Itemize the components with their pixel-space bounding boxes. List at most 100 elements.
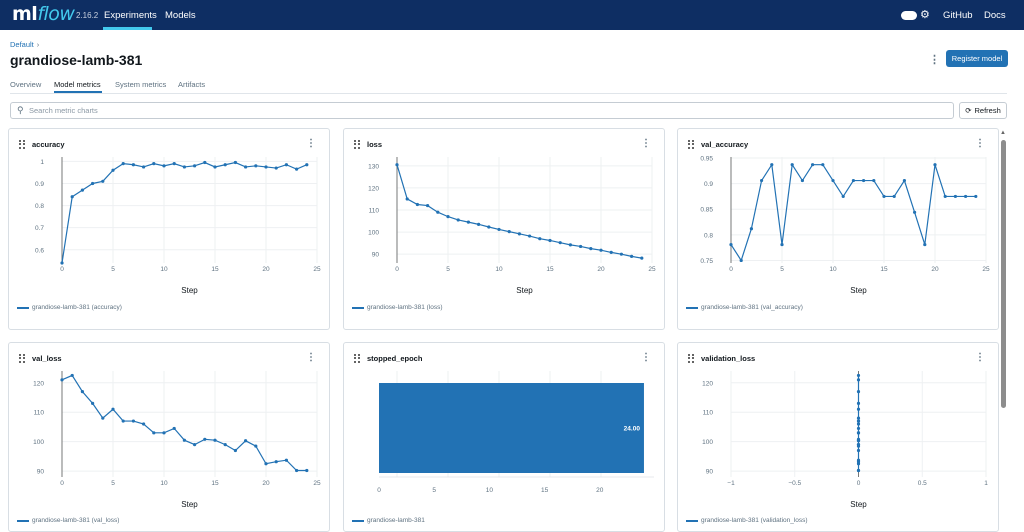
search-input[interactable] xyxy=(29,105,929,116)
y-tick-label: 1 xyxy=(40,159,44,166)
nav-models[interactable]: Models xyxy=(165,10,196,21)
data-point xyxy=(121,419,125,423)
y-tick-label: 110 xyxy=(369,208,380,215)
gear-icon[interactable]: ⚙ xyxy=(920,9,930,21)
data-point xyxy=(436,210,440,214)
breadcrumb-separator: › xyxy=(36,40,40,49)
drag-handle-icon[interactable] xyxy=(19,140,25,149)
data-point xyxy=(121,162,125,166)
bar-data-label: 24.00 xyxy=(624,426,641,433)
chart-menu-icon[interactable]: ⋮ xyxy=(306,352,316,363)
tab-model-metrics[interactable]: Model metrics xyxy=(54,80,101,89)
drag-handle-icon[interactable] xyxy=(688,140,694,149)
data-point xyxy=(264,462,268,466)
data-point xyxy=(395,163,399,167)
data-point xyxy=(640,256,644,260)
data-point xyxy=(856,373,861,378)
breadcrumb: Default › xyxy=(10,40,39,49)
data-point xyxy=(101,416,105,420)
data-point xyxy=(856,439,861,443)
metric-card-validation-loss: validation_loss ⋮ 90 100 110 120 −1 −0.5 0 0.5 1 St… xyxy=(677,342,999,532)
y-tick-label: 90 xyxy=(37,469,45,476)
y-tick-label: 0.85 xyxy=(700,207,713,214)
drag-handle-icon[interactable] xyxy=(354,354,360,363)
data-point xyxy=(933,163,937,167)
y-tick-label: 120 xyxy=(702,380,713,387)
chart-legend[interactable]: grandiose-lamb-381 (val_accuracy) xyxy=(686,304,803,311)
chart-menu-icon[interactable]: ⋮ xyxy=(641,352,651,363)
data-point xyxy=(856,416,861,420)
chart-legend[interactable]: grandiose-lamb-381 (accuracy) xyxy=(17,304,122,311)
x-tick-label: 20 xyxy=(597,266,605,273)
search-icon: ⚲ xyxy=(17,105,24,115)
data-point xyxy=(193,443,197,447)
nav-experiments[interactable]: Experiments xyxy=(104,10,157,21)
x-tick-label: 5 xyxy=(780,266,784,273)
x-tick-label: 0 xyxy=(60,266,64,273)
chart-legend[interactable]: grandiose-lamb-381 (loss) xyxy=(352,304,443,311)
data-point xyxy=(856,448,861,453)
tab-overview[interactable]: Overview xyxy=(10,80,42,89)
legend-label: grandiose-lamb-381 (loss) xyxy=(367,304,443,311)
run-more-actions-icon[interactable]: ⋮ xyxy=(929,54,940,66)
y-tick-label: 0.9 xyxy=(35,181,44,188)
data-point xyxy=(80,390,84,394)
tab-artifacts[interactable]: Artifacts xyxy=(178,80,206,89)
data-point xyxy=(131,419,135,423)
data-point xyxy=(538,237,542,241)
data-point xyxy=(193,164,197,168)
drag-handle-icon[interactable] xyxy=(19,354,25,363)
breadcrumb-default[interactable]: Default xyxy=(10,40,34,49)
data-point xyxy=(760,178,764,183)
x-tick-label: 20 xyxy=(262,266,270,273)
chart-menu-icon[interactable]: ⋮ xyxy=(975,138,985,149)
mlflow-logo[interactable]: mlflow xyxy=(12,3,75,25)
x-tick-label: 10 xyxy=(160,480,168,487)
y-tick-label: 120 xyxy=(368,185,379,192)
scroll-up-arrow[interactable]: ▲ xyxy=(1000,130,1006,136)
x-tick-label: 10 xyxy=(160,266,168,273)
refresh-button[interactable]: ⟳ Refresh xyxy=(959,102,1007,119)
data-point xyxy=(841,194,845,199)
top-nav-bar: mlflow 2.16.2 Experiments Models ⚙ GitHu… xyxy=(0,0,1024,30)
data-point xyxy=(405,197,409,201)
y-tick-label: 100 xyxy=(33,439,44,446)
legend-label: grandiose-lamb-381 (accuracy) xyxy=(32,304,122,311)
data-point xyxy=(254,164,258,168)
drag-handle-icon[interactable] xyxy=(354,140,360,149)
register-model-button[interactable]: Register model xyxy=(946,50,1008,67)
drag-handle-icon[interactable] xyxy=(688,354,694,363)
bar xyxy=(379,383,644,473)
page-title: grandiose-lamb-381 xyxy=(10,52,143,68)
chart-title: val_loss xyxy=(32,354,62,363)
chart-menu-icon[interactable]: ⋮ xyxy=(306,138,316,149)
data-point xyxy=(974,194,978,199)
x-axis-label: Step xyxy=(181,500,198,509)
nav-docs[interactable]: Docs xyxy=(984,10,1006,21)
dark-mode-toggle[interactable] xyxy=(901,11,917,20)
y-tick-label: 90 xyxy=(706,469,714,476)
chart-svg: 0.75 0.8 0.85 0.9 0.95 0 5 10 15 20 25 Step xyxy=(700,156,990,295)
data-point xyxy=(770,163,774,167)
data-point xyxy=(856,444,861,448)
data-point xyxy=(233,160,237,165)
scrollbar-thumb[interactable] xyxy=(1001,140,1006,408)
data-point xyxy=(790,163,794,167)
data-point xyxy=(599,248,603,252)
x-tick-label: 20 xyxy=(931,266,939,273)
legend-swatch xyxy=(686,306,698,309)
metric-card-val-accuracy: val_accuracy ⋮ 0.75 0.8 0.85 0.9 0.95 0 5 10 15 20 2… xyxy=(677,128,999,330)
data-point xyxy=(589,247,593,251)
data-point xyxy=(856,401,861,405)
chart-menu-icon[interactable]: ⋮ xyxy=(975,352,985,363)
data-point xyxy=(60,378,64,382)
tab-system-metrics[interactable]: System metrics xyxy=(115,80,167,89)
data-point xyxy=(131,163,135,167)
nav-github[interactable]: GitHub xyxy=(943,10,973,21)
data-point xyxy=(233,448,237,453)
y-tick-label: 110 xyxy=(34,410,45,417)
data-point xyxy=(831,178,835,183)
x-tick-label: 25 xyxy=(313,480,321,487)
chart-menu-icon[interactable]: ⋮ xyxy=(641,138,651,149)
data-point xyxy=(964,194,968,199)
